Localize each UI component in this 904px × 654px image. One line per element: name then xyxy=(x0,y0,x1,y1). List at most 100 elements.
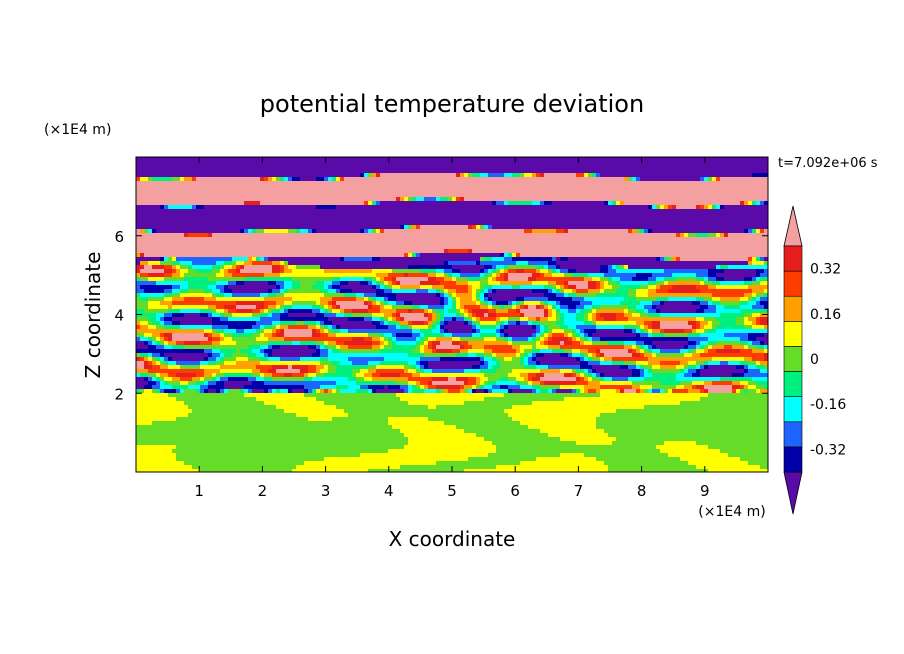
field-cell xyxy=(504,269,508,273)
field-cell xyxy=(368,281,372,285)
field-cell xyxy=(420,349,424,353)
field-cell xyxy=(576,313,584,317)
field-cell xyxy=(440,281,456,285)
field-cell xyxy=(276,293,284,297)
field-cell xyxy=(420,329,432,333)
field-cell xyxy=(348,357,384,361)
field-cell xyxy=(256,229,264,233)
field-cell xyxy=(592,357,600,361)
field-cell xyxy=(316,345,320,349)
field-cell xyxy=(468,377,476,381)
field-cell xyxy=(468,353,476,357)
field-cell xyxy=(136,285,140,289)
field-cell xyxy=(412,333,420,337)
field-cell xyxy=(592,305,600,309)
field-cell xyxy=(220,289,224,293)
field-cell xyxy=(332,417,388,421)
field-cell xyxy=(548,281,556,285)
field-cell xyxy=(456,425,528,429)
field-cell xyxy=(592,369,596,373)
field-cell xyxy=(740,361,748,365)
field-cell xyxy=(228,317,260,321)
field-cell xyxy=(456,277,468,281)
field-cell xyxy=(180,365,200,369)
field-cell xyxy=(152,357,156,361)
field-cell xyxy=(480,329,496,333)
field-cell xyxy=(328,285,332,289)
field-cell xyxy=(644,349,648,353)
field-cell xyxy=(328,317,348,321)
field-cell xyxy=(624,389,636,393)
field-cell xyxy=(444,309,448,313)
field-cell xyxy=(760,229,764,233)
field-cell xyxy=(616,269,664,273)
field-cell xyxy=(420,361,428,365)
field-cell xyxy=(560,453,584,457)
field-cell xyxy=(404,433,476,437)
field-cell xyxy=(756,293,764,297)
field-cell xyxy=(164,341,168,345)
field-cell xyxy=(260,373,264,377)
field-cell xyxy=(488,309,496,313)
field-cell xyxy=(388,337,392,341)
field-cell xyxy=(496,353,516,357)
field-cell xyxy=(216,373,224,377)
field-cell xyxy=(720,205,724,209)
field-cell xyxy=(456,293,472,297)
field-cell xyxy=(508,301,512,305)
field-cell xyxy=(376,201,380,205)
field-cell xyxy=(476,301,480,305)
field-cell xyxy=(532,289,548,293)
field-cell xyxy=(160,341,164,345)
field-cell xyxy=(440,357,480,361)
field-cell xyxy=(540,381,544,385)
field-cell xyxy=(164,321,172,325)
field-cell xyxy=(220,265,224,269)
field-cell xyxy=(496,273,500,277)
field-cell xyxy=(448,261,476,265)
field-cell xyxy=(136,321,140,325)
field-cell xyxy=(756,301,760,305)
field-cell xyxy=(740,297,748,301)
field-cell xyxy=(644,389,648,393)
field-cell xyxy=(700,353,764,357)
field-cell xyxy=(216,293,224,297)
field-cell xyxy=(404,365,412,369)
field-cell xyxy=(212,373,216,377)
field-cell xyxy=(468,321,472,325)
field-cell xyxy=(388,417,428,421)
field-cell xyxy=(612,201,616,205)
field-cell xyxy=(600,381,632,385)
field-cell xyxy=(436,325,440,329)
field-cell xyxy=(756,201,760,205)
field-cell xyxy=(136,209,768,213)
field-cell xyxy=(560,309,568,313)
field-cell xyxy=(324,281,332,285)
field-cell xyxy=(212,293,216,297)
field-cell xyxy=(636,305,644,309)
field-cell xyxy=(324,329,328,333)
field-cell xyxy=(328,309,332,313)
field-cell xyxy=(472,173,480,177)
field-cell xyxy=(520,305,524,309)
field-cell xyxy=(656,205,660,209)
field-cell xyxy=(208,313,212,317)
field-cell xyxy=(704,361,708,365)
field-cell xyxy=(364,373,372,377)
field-cell xyxy=(568,269,576,273)
field-cell xyxy=(136,369,148,373)
field-cell xyxy=(360,229,364,233)
field-cell xyxy=(336,389,340,393)
field-cell xyxy=(668,205,672,209)
field-cell xyxy=(532,201,540,205)
field-cell xyxy=(224,385,244,389)
field-cell xyxy=(504,305,512,309)
field-cell xyxy=(752,305,764,309)
field-cell xyxy=(652,321,660,325)
field-cell xyxy=(712,381,732,385)
field-cell xyxy=(268,389,272,393)
colorbar-label: -0.32 xyxy=(810,442,846,458)
field-cell xyxy=(756,345,764,349)
field-cell xyxy=(536,365,548,369)
field-cell xyxy=(464,317,468,321)
